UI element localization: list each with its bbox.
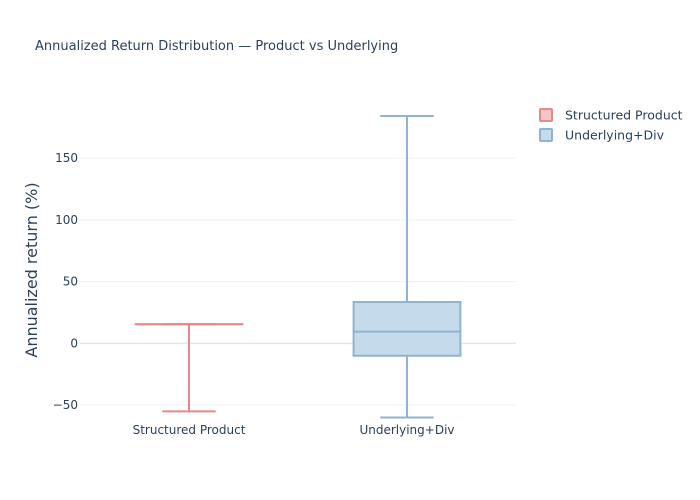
box-body bbox=[352, 301, 462, 357]
legend-label: Structured Product bbox=[565, 108, 683, 123]
legend-swatch bbox=[539, 108, 553, 122]
x-tick-labels: Structured Product Underlying+Div bbox=[133, 423, 455, 437]
grid-layer bbox=[80, 157, 516, 406]
y-tick-label: −50 bbox=[53, 398, 78, 412]
box-2[interactable] bbox=[352, 115, 462, 419]
chart-title: Annualized Return Distribution — Product… bbox=[35, 39, 398, 54]
box-layer bbox=[134, 115, 462, 419]
y-tick-label: 0 bbox=[70, 336, 78, 350]
y-tick-label: 100 bbox=[55, 213, 78, 227]
box-1[interactable] bbox=[134, 323, 244, 413]
legend-swatch bbox=[539, 128, 553, 142]
legend-label: Underlying+Div bbox=[565, 128, 665, 143]
x-tick-label: Structured Product bbox=[133, 423, 246, 437]
legend-item-1[interactable]: Structured Product bbox=[539, 108, 683, 123]
y-tick-labels: −50 0 50 100 150 bbox=[53, 151, 78, 412]
legend-item-2[interactable]: Underlying+Div bbox=[539, 128, 665, 143]
y-tick-label: 50 bbox=[63, 275, 78, 289]
x-tick-label: Underlying+Div bbox=[359, 423, 454, 437]
y-axis-label: Annualized return (%) bbox=[22, 182, 41, 357]
y-tick-label: 150 bbox=[55, 151, 78, 165]
legend[interactable]: Structured Product Underlying+Div bbox=[539, 108, 683, 143]
